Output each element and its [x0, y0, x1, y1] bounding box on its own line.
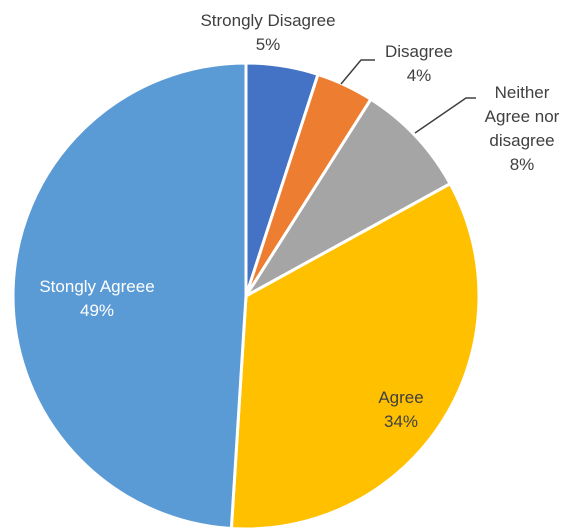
data-label-category: Strongly Disagree — [200, 11, 335, 30]
leader-line-disagree — [340, 59, 375, 85]
data-label-value: 34% — [384, 412, 418, 431]
data-label-value: 5% — [256, 35, 281, 54]
leader-line-neither-agree-nor-disagree — [414, 97, 476, 134]
data-label-neither-agree-nor-disagree: Neither Agree nor disagree 8% — [485, 83, 560, 174]
pie-slice-neither-agree-nor-disagree — [244, 97, 452, 298]
data-label-agree: Agree 34% — [378, 388, 423, 431]
data-label-category: Neither — [495, 83, 550, 102]
data-label-category: Disagree — [385, 42, 453, 61]
data-label-disagree: Disagree 4% — [385, 42, 453, 85]
data-label-category: Agree nor — [485, 107, 560, 126]
data-label-category: Agree — [378, 388, 423, 407]
data-label-value: 8% — [510, 155, 535, 174]
data-label-stongly-agreee: Stongly Agreee 49% — [39, 277, 154, 320]
pie-slices — [11, 61, 481, 531]
data-label-strongly-disagree: Strongly Disagree 5% — [200, 11, 335, 54]
data-label-value: 49% — [80, 301, 114, 320]
data-label-value: 4% — [407, 66, 432, 85]
pie-slice-stongly-agreee — [11, 61, 248, 531]
data-label-category: Stongly Agreee — [39, 277, 154, 296]
data-label-category: disagree — [489, 131, 554, 150]
leader-lines — [340, 59, 476, 134]
pie-slice-agree — [229, 182, 481, 531]
data-labels: Strongly Disagree 5% Disagree 4% Neither Agre… — [39, 11, 559, 431]
